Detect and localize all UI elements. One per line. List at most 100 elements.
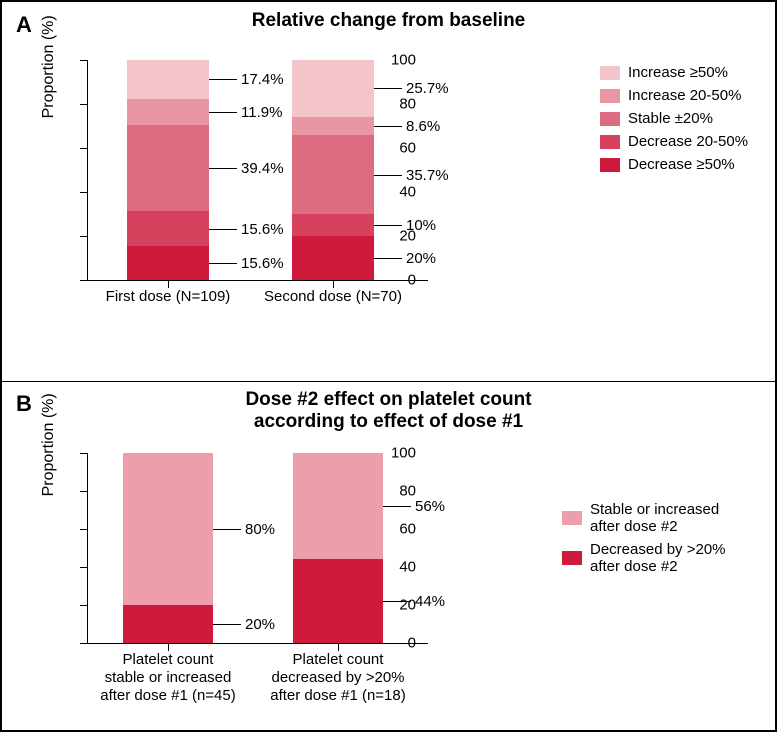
legend-label: Increase ≥50% xyxy=(628,64,728,81)
legend-swatch xyxy=(600,135,620,149)
x-tick xyxy=(338,643,339,651)
bar-segment xyxy=(293,453,383,559)
bar-segment xyxy=(123,453,213,605)
y-tick xyxy=(80,148,88,149)
figure-container: A Relative change from baseline Proporti… xyxy=(0,0,777,732)
y-tick-label: 100 xyxy=(391,444,416,461)
y-tick-label: 0 xyxy=(408,634,416,651)
legend-item: Decrease 20-50% xyxy=(600,133,748,150)
legend-item: Decrease ≥50% xyxy=(600,156,748,173)
bar-segment xyxy=(292,135,374,214)
y-tick xyxy=(80,236,88,237)
y-tick-label: 0 xyxy=(408,272,416,289)
bar-segment xyxy=(292,117,374,136)
y-tick xyxy=(80,605,88,606)
y-tick-label: 60 xyxy=(399,140,416,157)
panel-a-legend: Increase ≥50% Increase 20-50% Stable ±20% D… xyxy=(600,64,748,179)
bar xyxy=(293,453,383,643)
y-tick xyxy=(80,491,88,492)
y-tick-label: 40 xyxy=(399,184,416,201)
panel-b-legend: Stable or increasedafter dose #2 Decrease… xyxy=(562,501,726,581)
legend-item: Stable or increasedafter dose #2 xyxy=(562,501,726,535)
y-tick-label: 80 xyxy=(399,482,416,499)
value-label: 17.4% xyxy=(241,71,284,88)
leader-line xyxy=(374,126,402,127)
y-axis-label: Proportion (%) xyxy=(40,15,58,118)
bar-segment xyxy=(127,125,209,212)
panel-b-chart: Proportion (%)020406080100Platelet count… xyxy=(87,453,428,644)
y-tick xyxy=(80,643,88,644)
x-axis-label: Platelet countdecreased by >20%after dos… xyxy=(258,651,418,705)
bar-segment xyxy=(127,246,209,280)
leader-line xyxy=(383,506,411,507)
legend-swatch xyxy=(600,112,620,126)
y-tick xyxy=(80,104,88,105)
leader-line xyxy=(209,168,237,169)
legend-swatch xyxy=(600,158,620,172)
legend-label: Stable ±20% xyxy=(628,110,713,127)
legend-label: Decrease ≥50% xyxy=(628,156,735,173)
y-tick-label: 100 xyxy=(391,52,416,69)
value-label: 20% xyxy=(406,250,436,267)
value-label: 39.4% xyxy=(241,160,284,177)
y-tick-label: 20 xyxy=(399,596,416,613)
leader-line xyxy=(383,601,411,602)
value-label: 15.6% xyxy=(241,221,284,238)
value-label: 20% xyxy=(245,616,275,633)
leader-line xyxy=(209,79,237,80)
legend-label: Stable or increasedafter dose #2 xyxy=(590,501,719,535)
y-tick xyxy=(80,280,88,281)
value-label: 15.6% xyxy=(241,255,284,272)
bar xyxy=(123,453,213,643)
legend-label: Increase 20-50% xyxy=(628,87,741,104)
panel-a-plot: Proportion (%)020406080100First dose (N=… xyxy=(87,60,428,281)
leader-line xyxy=(213,529,241,530)
x-axis-label: First dose (N=109) xyxy=(88,288,248,306)
bar-segment xyxy=(292,214,374,236)
legend-item: Stable ±20% xyxy=(600,110,748,127)
value-label: 56% xyxy=(415,498,445,515)
value-label: 10% xyxy=(406,217,436,234)
bar-segment xyxy=(123,605,213,643)
legend-label: Decreased by >20%after dose #2 xyxy=(590,541,726,575)
value-label: 8.6% xyxy=(406,118,440,135)
bar-segment xyxy=(127,60,209,98)
y-axis-label: Proportion (%) xyxy=(40,393,58,496)
panel-a: A Relative change from baseline Proporti… xyxy=(2,2,775,381)
y-tick xyxy=(80,192,88,193)
legend-swatch xyxy=(562,511,582,525)
leader-line xyxy=(209,263,237,264)
bar-segment xyxy=(127,99,209,125)
panel-a-title: Relative change from baseline xyxy=(2,10,775,33)
bar xyxy=(292,60,374,280)
x-tick xyxy=(168,280,169,288)
legend-swatch xyxy=(600,89,620,103)
legend-item: Decreased by >20%after dose #2 xyxy=(562,541,726,575)
value-label: 80% xyxy=(245,521,275,538)
bar-segment xyxy=(292,236,374,280)
legend-swatch xyxy=(562,551,582,565)
legend-item: Increase 20-50% xyxy=(600,87,748,104)
leader-line xyxy=(374,225,402,226)
panel-b: B Dose #2 effect on platelet countaccord… xyxy=(2,381,775,730)
y-tick xyxy=(80,60,88,61)
legend-label: Decrease 20-50% xyxy=(628,133,748,150)
x-axis-label: Second dose (N=70) xyxy=(253,288,413,306)
value-label: 25.7% xyxy=(406,80,449,97)
leader-line xyxy=(374,258,402,259)
panel-b-title: Dose #2 effect on platelet countaccordin… xyxy=(2,389,775,435)
panel-a-chart: Proportion (%)020406080100First dose (N=… xyxy=(87,60,428,281)
value-label: 35.7% xyxy=(406,167,449,184)
y-tick xyxy=(80,453,88,454)
y-tick-label: 40 xyxy=(399,558,416,575)
y-tick xyxy=(80,567,88,568)
value-label: 44% xyxy=(415,593,445,610)
y-tick-label: 80 xyxy=(399,96,416,113)
leader-line xyxy=(374,88,402,89)
bar-segment xyxy=(127,211,209,245)
leader-line xyxy=(209,112,237,113)
panel-b-plot: Proportion (%)020406080100Platelet count… xyxy=(87,453,428,644)
leader-line xyxy=(374,175,402,176)
leader-line xyxy=(209,229,237,230)
x-tick xyxy=(168,643,169,651)
